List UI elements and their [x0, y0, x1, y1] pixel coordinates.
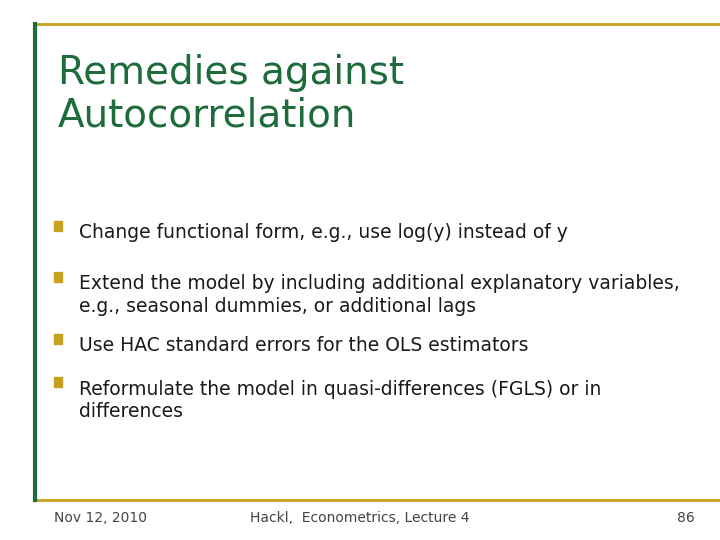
- Bar: [54, 334, 62, 344]
- Text: Nov 12, 2010: Nov 12, 2010: [54, 511, 147, 525]
- Bar: [54, 377, 62, 387]
- Text: Change functional form, e.g., use log(y) instead of y: Change functional form, e.g., use log(y)…: [79, 223, 568, 242]
- Text: Extend the model by including additional explanatory variables,
e.g., seasonal d: Extend the model by including additional…: [79, 274, 680, 316]
- Bar: [54, 272, 62, 282]
- Text: Hackl,  Econometrics, Lecture 4: Hackl, Econometrics, Lecture 4: [251, 511, 469, 525]
- Text: 86: 86: [677, 511, 695, 525]
- Text: Reformulate the model in quasi-differences (FGLS) or in
differences: Reformulate the model in quasi-differenc…: [79, 380, 602, 421]
- Text: Remedies against
Autocorrelation: Remedies against Autocorrelation: [58, 54, 404, 134]
- Bar: [54, 221, 62, 231]
- Text: Use HAC standard errors for the OLS estimators: Use HAC standard errors for the OLS esti…: [79, 336, 528, 355]
